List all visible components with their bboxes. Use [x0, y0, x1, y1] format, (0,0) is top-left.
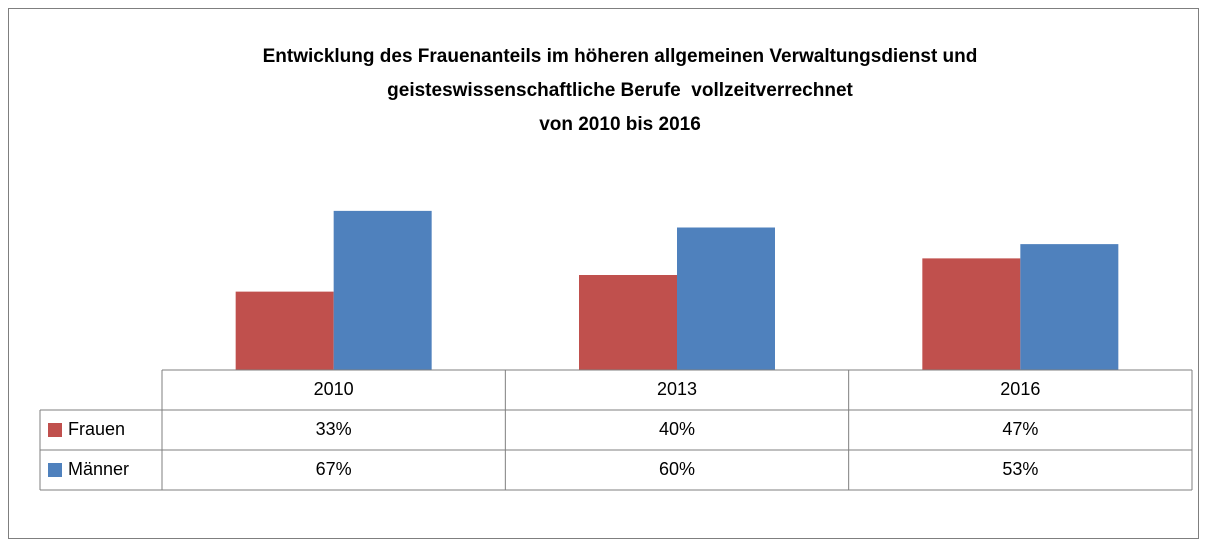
chart-title: Entwicklung des Frauenanteils im höheren… [263, 46, 978, 67]
chart-title: von 2010 bis 2016 [539, 114, 701, 135]
table-value: 47% [1002, 419, 1038, 439]
x-tick-label: 2016 [1000, 379, 1040, 399]
legend-label: Männer [68, 459, 129, 479]
table-value: 40% [659, 419, 695, 439]
bar [579, 275, 677, 370]
bar [922, 258, 1021, 370]
legend-label: Frauen [68, 419, 125, 439]
x-tick-label: 2013 [657, 379, 697, 399]
bar [333, 210, 432, 370]
x-tick-label: 2010 [314, 379, 354, 399]
bar [677, 227, 775, 370]
table-value: 67% [316, 459, 352, 479]
table-value: 53% [1002, 459, 1038, 479]
bar [1020, 244, 1119, 370]
bar [235, 291, 334, 370]
table-value: 33% [316, 419, 352, 439]
legend-swatch [48, 423, 62, 437]
chart-title: geisteswissenschaftliche Berufe vollzeit… [387, 80, 853, 101]
legend-swatch [48, 463, 62, 477]
table-value: 60% [659, 459, 695, 479]
